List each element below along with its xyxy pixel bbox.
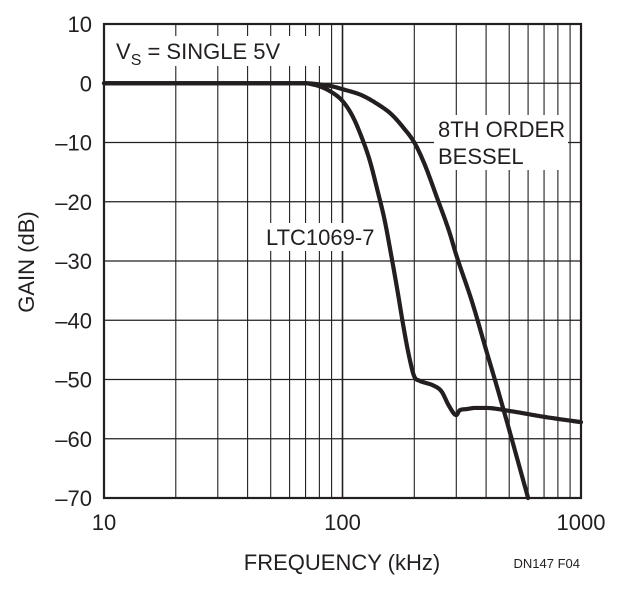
bessel-label-line1: 8TH ORDER [438, 117, 565, 142]
grid [104, 24, 581, 498]
y-tick-label: 10 [68, 12, 92, 37]
x-axis-title: FREQUENCY (kHz) [244, 550, 440, 575]
series-bessel-line [101, 81, 531, 501]
y-tick-label: –30 [55, 249, 92, 274]
y-tick-label: –20 [55, 190, 92, 215]
y-tick-labels: 10 0 –10 –20 –30 –40 –50 –60 –70 [55, 12, 92, 511]
x-tick-label: 10 [92, 510, 116, 535]
x-tick-label: 100 [324, 510, 361, 535]
ltc-label: LTC1069-7 [266, 225, 374, 250]
y-tick-label: –40 [55, 308, 92, 333]
y-axis-title: GAIN (dB) [14, 211, 39, 312]
supply-prefix: V [116, 39, 131, 64]
y-tick-label: –10 [55, 131, 92, 156]
plot-frame [102, 22, 583, 500]
supply-suffix: = SINGLE 5V [141, 39, 280, 64]
supply-subscript: S [131, 52, 142, 69]
x-tick-label: 1000 [557, 510, 606, 535]
supply-annotation-text: VS = SINGLE 5V [116, 39, 280, 69]
figure-id: DN147 F04 [514, 556, 580, 571]
supply-annotation: VS = SINGLE 5V [112, 36, 320, 69]
ltc-annotation: LTC1069-7 [262, 223, 374, 251]
y-tick-label: –60 [55, 427, 92, 452]
bessel-label-line2: BESSEL [438, 144, 524, 169]
x-tick-labels: 10 100 1000 [92, 510, 606, 535]
bessel-annotation: 8TH ORDER BESSEL [434, 115, 568, 170]
y-tick-label: –50 [55, 368, 92, 393]
series-group [101, 81, 584, 501]
y-tick-label: –70 [55, 486, 92, 511]
y-tick-label: 0 [80, 71, 92, 96]
